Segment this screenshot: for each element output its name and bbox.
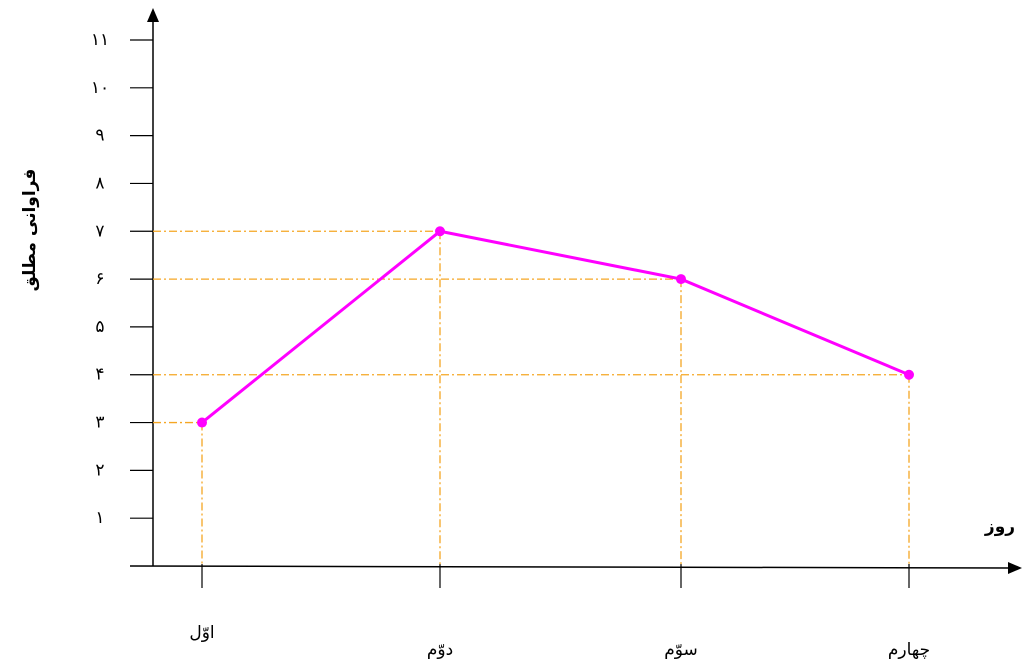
y-tick-label: ۶: [95, 269, 104, 289]
y-tick-label: ۵: [95, 317, 104, 337]
x-tick-label: چهارم: [888, 640, 930, 660]
y-tick-label: ۸: [95, 173, 104, 193]
x-tick-label: سوّم: [664, 640, 698, 660]
x-tick-label: اوّل: [189, 623, 214, 643]
y-tick-label: ۱۰: [91, 78, 109, 98]
y-tick-label: ۴: [95, 365, 104, 385]
y-tick-label: ۷: [95, 221, 104, 241]
point: [197, 417, 207, 428]
line: [201, 229, 910, 424]
point: [435, 226, 445, 237]
x-axis-arrow: [1008, 562, 1022, 574]
y-axis-label: فراوانی مطلق: [20, 169, 40, 292]
x-tick-label: دوّم: [427, 640, 453, 660]
point: [676, 274, 686, 285]
x-axis: [129, 565, 1011, 569]
y-tick-label: ۹: [95, 126, 104, 146]
y-tick-label: ۲: [95, 460, 104, 480]
y-axis-arrow: [147, 8, 159, 22]
point: [904, 369, 914, 380]
x-axis-label: روز: [984, 517, 1015, 537]
y-tick-label: ۳: [95, 413, 104, 433]
y-tick-label: ۱: [95, 508, 104, 528]
y-tick-label: ۱۱: [91, 30, 109, 50]
